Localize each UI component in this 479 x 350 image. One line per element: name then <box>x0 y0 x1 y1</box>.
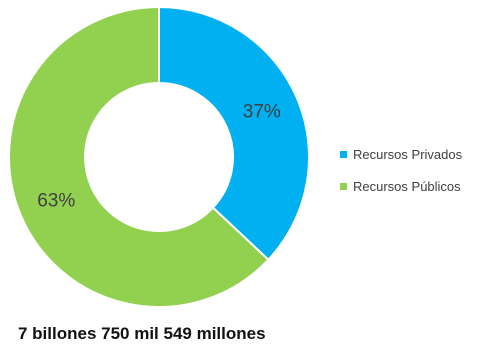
slice-recursos-publicos <box>8 5 270 308</box>
legend-label-recursos-publicos: Recursos Públicos <box>353 178 461 194</box>
legend-swatch-recursos-publicos <box>340 182 347 190</box>
donut-slices <box>8 5 310 308</box>
donut-chart: 37% 63% <box>8 5 310 308</box>
slice-recursos-privados <box>158 5 310 262</box>
slice-value-label-recursos-privados: 37% <box>243 102 281 123</box>
donut-value-labels: 37% 63% <box>37 102 281 212</box>
total-caption: 7 billones 750 mil 549 millones <box>18 324 266 343</box>
legend-item-recursos-publicos: Recursos Públicos <box>340 178 462 194</box>
slice-value-label-recursos-publicos: 63% <box>37 190 75 211</box>
legend-item-recursos-privados: Recursos Privados <box>340 146 462 162</box>
chart-legend: Recursos Privados Recursos Públicos <box>340 146 462 210</box>
legend-label-recursos-privados: Recursos Privados <box>353 146 463 162</box>
legend-swatch-recursos-privados <box>340 150 347 158</box>
